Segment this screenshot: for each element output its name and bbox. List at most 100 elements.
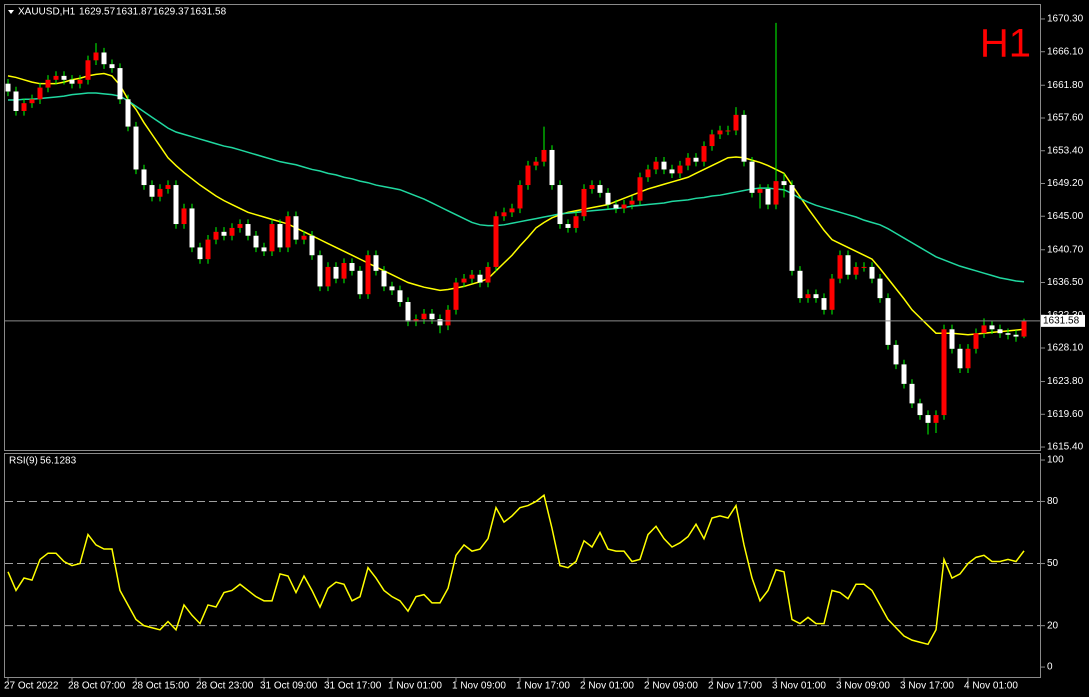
candle-body <box>677 165 683 174</box>
x-tick-label: 28 Oct 23:00 <box>196 681 254 692</box>
candle-body <box>397 290 403 303</box>
x-tick-label: 2 Nov 17:00 <box>708 681 762 692</box>
y-tick-label: 50 <box>1047 558 1059 569</box>
candle-body <box>645 169 651 178</box>
x-tick-label: 1 Nov 01:00 <box>388 681 442 692</box>
candle-body <box>221 231 227 236</box>
y-tick-label: 1653.40 <box>1047 145 1084 156</box>
candle-body <box>757 188 763 193</box>
candle-body <box>605 192 611 205</box>
candle-body <box>301 235 307 240</box>
candle-body <box>341 263 347 279</box>
candle-body <box>165 185 171 189</box>
candle-body <box>205 239 211 260</box>
candle-body <box>149 185 155 197</box>
candle-body <box>133 126 139 170</box>
candle-body <box>941 329 947 416</box>
candle-body <box>525 165 531 186</box>
candle-body <box>477 274 483 283</box>
candle-body <box>845 255 851 275</box>
candle-body <box>637 177 643 201</box>
candle-body <box>773 181 779 205</box>
candle-body <box>389 286 395 291</box>
candle-body <box>53 75 59 80</box>
candle-body <box>421 313 427 320</box>
candle-body <box>917 403 923 416</box>
candle-body <box>1005 333 1011 335</box>
candle-body <box>957 348 963 369</box>
candle-body <box>973 333 979 349</box>
y-tick-label: 80 <box>1047 496 1059 507</box>
candle-body <box>565 224 571 228</box>
x-tick-label: 3 Nov 09:00 <box>836 681 890 692</box>
x-tick-label: 3 Nov 17:00 <box>900 681 954 692</box>
candle-body <box>13 91 19 111</box>
candle-body <box>909 383 915 404</box>
ohlc-high: 1631.87 <box>116 7 153 18</box>
candle-body <box>749 161 755 193</box>
candle-body <box>45 79 51 88</box>
candle-body <box>437 319 443 326</box>
candle-body <box>365 255 371 295</box>
x-tick-label: 4 Nov 01:00 <box>964 681 1018 692</box>
candle-body <box>213 231 219 240</box>
candle-body <box>965 348 971 369</box>
candle-body <box>109 64 115 69</box>
y-tick-label: 1628.10 <box>1047 343 1084 354</box>
candle-body <box>229 227 235 236</box>
x-tick-label: 2 Nov 01:00 <box>580 681 634 692</box>
price-label-box <box>1041 314 1085 327</box>
candle-body <box>453 282 459 310</box>
candle-body <box>949 329 955 349</box>
x-tick-label: 2 Nov 09:00 <box>644 681 698 692</box>
candle-body <box>181 208 187 225</box>
candle-body <box>357 270 363 295</box>
candle-body <box>69 79 75 84</box>
candle-body <box>621 204 627 209</box>
candle-body <box>613 204 619 209</box>
candle-body <box>573 216 579 228</box>
candle-body <box>325 266 331 287</box>
candle-body <box>101 52 107 65</box>
symbol-title: XAUUSD,H1 <box>18 7 76 18</box>
candle-body <box>381 270 387 287</box>
x-tick-label: 28 Oct 07:00 <box>68 681 126 692</box>
y-tick-label: 1619.60 <box>1047 409 1084 420</box>
y-tick-label: 20 <box>1047 620 1059 631</box>
menu-arrow[interactable] <box>8 10 14 14</box>
y-tick-label: 1640.70 <box>1047 244 1084 255</box>
y-tick-label: 1670.30 <box>1047 14 1084 25</box>
candle-body <box>981 325 987 334</box>
ohlc-close: 1631.58 <box>190 7 227 18</box>
candle-body <box>157 188 163 197</box>
candle-body <box>93 52 99 61</box>
candle-body <box>141 169 147 186</box>
y-tick-label: 1661.80 <box>1047 80 1084 91</box>
candle-body <box>21 103 27 111</box>
candle-body <box>125 99 131 127</box>
candle-body <box>493 216 499 267</box>
candle-body <box>429 313 435 320</box>
candle-body <box>933 415 939 423</box>
candle-body <box>501 212 507 217</box>
candle-body <box>317 255 323 287</box>
candle-body <box>373 255 379 271</box>
candle-body <box>685 157 691 166</box>
candle-body <box>885 298 891 345</box>
candle-body <box>413 319 419 322</box>
candle-body <box>877 278 883 299</box>
candle-body <box>269 224 275 252</box>
candle-body <box>589 185 595 189</box>
candle-body <box>5 83 11 92</box>
y-tick-label: 1657.60 <box>1047 113 1084 124</box>
y-tick-label: 1649.20 <box>1047 178 1084 189</box>
candle-body <box>781 181 787 186</box>
candle-body <box>37 87 43 100</box>
candle-body <box>893 344 899 365</box>
candle-body <box>461 278 467 283</box>
candle-body <box>517 185 523 209</box>
candle-body <box>765 188 771 205</box>
